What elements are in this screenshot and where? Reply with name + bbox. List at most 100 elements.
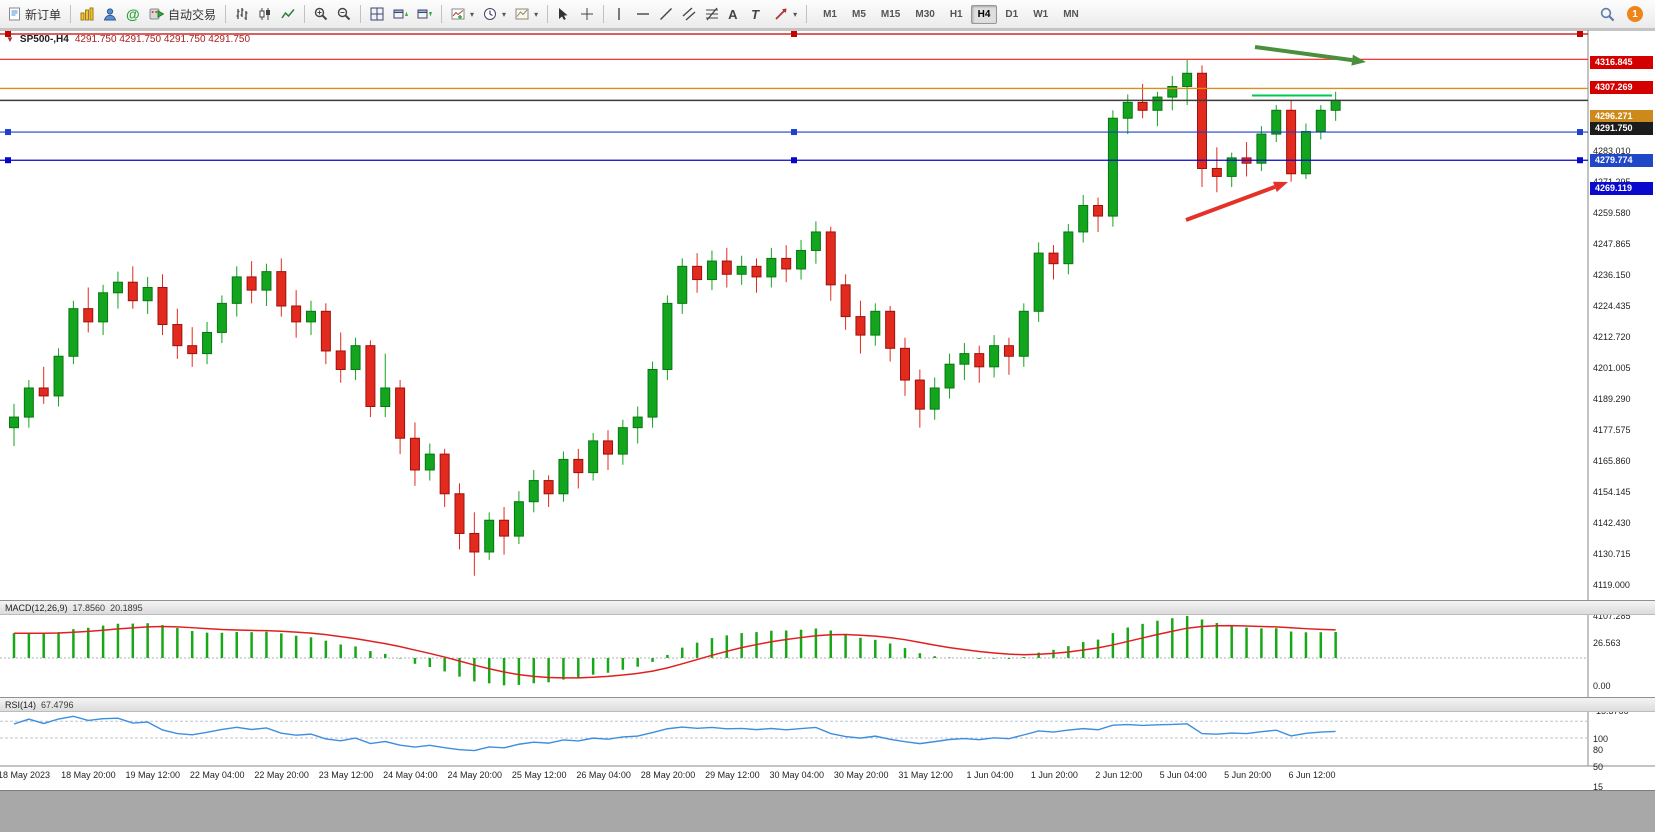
arrange-windows-down-button[interactable] <box>413 3 436 25</box>
zoom-in-button[interactable] <box>310 3 332 25</box>
price-tag: 4296.271 <box>1590 109 1653 123</box>
macd-signal-value: 20.1895 <box>110 602 143 613</box>
text-tool-button[interactable]: A <box>724 3 746 25</box>
timeframe-d1[interactable]: D1 <box>998 5 1025 24</box>
zoom-in-icon <box>314 7 328 21</box>
time-axis-label: 24 May 04:00 <box>383 770 438 780</box>
time-axis-label: 30 May 04:00 <box>769 770 825 780</box>
tile-windows-button[interactable] <box>366 3 388 25</box>
price-axis-label: 4142.430 <box>1593 518 1631 529</box>
price-tag: 4279.774 <box>1590 153 1653 167</box>
bottom-strip <box>0 790 1655 832</box>
time-axis-label: 19 May 12:00 <box>125 770 181 780</box>
price-axis-label: 4283.010 <box>1593 146 1631 157</box>
periods-clock-icon <box>483 7 497 21</box>
templates-button[interactable]: ▾ <box>511 3 542 25</box>
timeframe-w1[interactable]: W1 <box>1026 5 1055 24</box>
price-axis-label: 4189.290 <box>1593 394 1631 405</box>
line-chart-icon <box>281 7 295 21</box>
price-axis-label: 4154.145 <box>1593 487 1631 498</box>
periods-button[interactable]: ▾ <box>479 3 510 25</box>
channel-button[interactable] <box>678 3 700 25</box>
price-axis-label: 4259.580 <box>1593 208 1631 219</box>
fibonacci-icon <box>705 7 719 21</box>
tile-windows-icon <box>370 7 384 21</box>
zoom-out-button[interactable] <box>333 3 355 25</box>
time-axis-label: 1 Jun 20:00 <box>1030 770 1078 780</box>
time-axis-label: 2 Jun 12:00 <box>1095 770 1143 780</box>
price-axis-label: 4247.865 <box>1593 239 1631 250</box>
market-watch-button[interactable] <box>76 3 98 25</box>
chart-area[interactable]: ▼ SP500-,H4 4291.750 4291.750 4291.750 4… <box>0 28 1655 792</box>
price-axis-label: 4201.005 <box>1593 363 1631 374</box>
rsi-axis-label: 15 <box>1593 781 1604 792</box>
candlestick-chart-button[interactable] <box>254 3 276 25</box>
timeframe-m30[interactable]: M30 <box>908 5 941 24</box>
price-axis-label: 4224.435 <box>1593 301 1631 312</box>
time-axis-label: 26 May 04:00 <box>576 770 631 780</box>
candlestick-chart-icon <box>258 7 272 21</box>
separator <box>806 5 808 23</box>
profile-icon <box>103 7 117 21</box>
fibonacci-button[interactable] <box>701 3 723 25</box>
horizontal-line-icon <box>636 8 650 20</box>
auto-trading-button[interactable]: 自动交易 <box>145 3 220 25</box>
symbol-marker-icon: ▼ <box>6 35 14 44</box>
ohlc-values: 4291.750 4291.750 4291.750 4291.750 <box>74 34 251 45</box>
community-at-icon: @ <box>126 6 140 22</box>
notification-badge[interactable]: 1 <box>1627 6 1643 22</box>
time-axis-label: 24 May 20:00 <box>447 770 503 780</box>
price-axis-label: 4177.575 <box>1593 425 1631 436</box>
arrows-tool-button[interactable]: ▾ <box>770 3 801 25</box>
time-axis-label: 25 May 12:00 <box>511 770 567 780</box>
timeframe-m1[interactable]: M1 <box>816 5 844 24</box>
time-axis-label: 5 Jun 04:00 <box>1159 770 1207 780</box>
time-axis-label: 28 May 20:00 <box>640 770 696 780</box>
vertical-line-button[interactable] <box>609 3 631 25</box>
templates-icon <box>515 7 529 21</box>
timeframe-m15[interactable]: M15 <box>874 5 907 24</box>
dropdown-caret: ▾ <box>534 9 539 19</box>
timeframe-mn[interactable]: MN <box>1056 5 1086 24</box>
label-tool-button[interactable]: T <box>747 3 769 25</box>
separator <box>441 5 443 23</box>
indicators-icon <box>451 7 465 21</box>
trendline-icon <box>659 7 673 21</box>
profile-button[interactable] <box>99 3 121 25</box>
price-tag: 4316.845 <box>1590 55 1653 69</box>
crosshair-button[interactable] <box>576 3 598 25</box>
auto-trading-label: 自动交易 <box>168 7 217 22</box>
bar-chart-icon <box>235 7 249 21</box>
macd-axis-label: 0.00 <box>1593 681 1611 691</box>
trendline-button[interactable] <box>655 3 677 25</box>
cursor-button[interactable] <box>553 3 575 25</box>
community-button[interactable]: @ <box>122 3 144 25</box>
timeframe-h4[interactable]: H4 <box>970 4 998 24</box>
separator <box>225 5 227 23</box>
time-axis-label: 31 May 12:00 <box>898 770 953 780</box>
timeframe-m5[interactable]: M5 <box>845 5 873 24</box>
price-tag: 4269.119 <box>1590 181 1653 195</box>
auto-trading-icon <box>149 7 165 21</box>
price-tag: 4307.269 <box>1590 80 1653 94</box>
line-chart-button[interactable] <box>277 3 299 25</box>
market-watch-icon <box>80 7 94 21</box>
bar-chart-button[interactable] <box>231 3 253 25</box>
separator <box>547 5 549 23</box>
search-button[interactable] <box>1596 3 1619 25</box>
label-tool-icon: T <box>751 6 760 22</box>
separator <box>360 5 362 23</box>
new-order-button[interactable]: 新订单 <box>4 3 65 25</box>
time-axis-label: 6 Jun 12:00 <box>1288 770 1336 780</box>
dropdown-caret: ▾ <box>470 9 475 19</box>
macd-main-value: 17.8560 <box>72 602 106 613</box>
timeframe-h1[interactable]: H1 <box>943 5 970 24</box>
arrange-windows-up-button[interactable] <box>389 3 412 25</box>
price-axis-label: 4107.285 <box>1593 611 1631 622</box>
price-axis-label: 4130.715 <box>1593 549 1631 560</box>
horizontal-line-button[interactable] <box>632 3 654 25</box>
macd-label: MACD(12,26,9) <box>5 602 68 613</box>
indicators-button[interactable]: ▾ <box>447 3 478 25</box>
timeframe-group: M1 M5 M15 M30 H1 H4 D1 W1 MN <box>816 4 1086 24</box>
text-tool-icon: A <box>728 6 738 22</box>
